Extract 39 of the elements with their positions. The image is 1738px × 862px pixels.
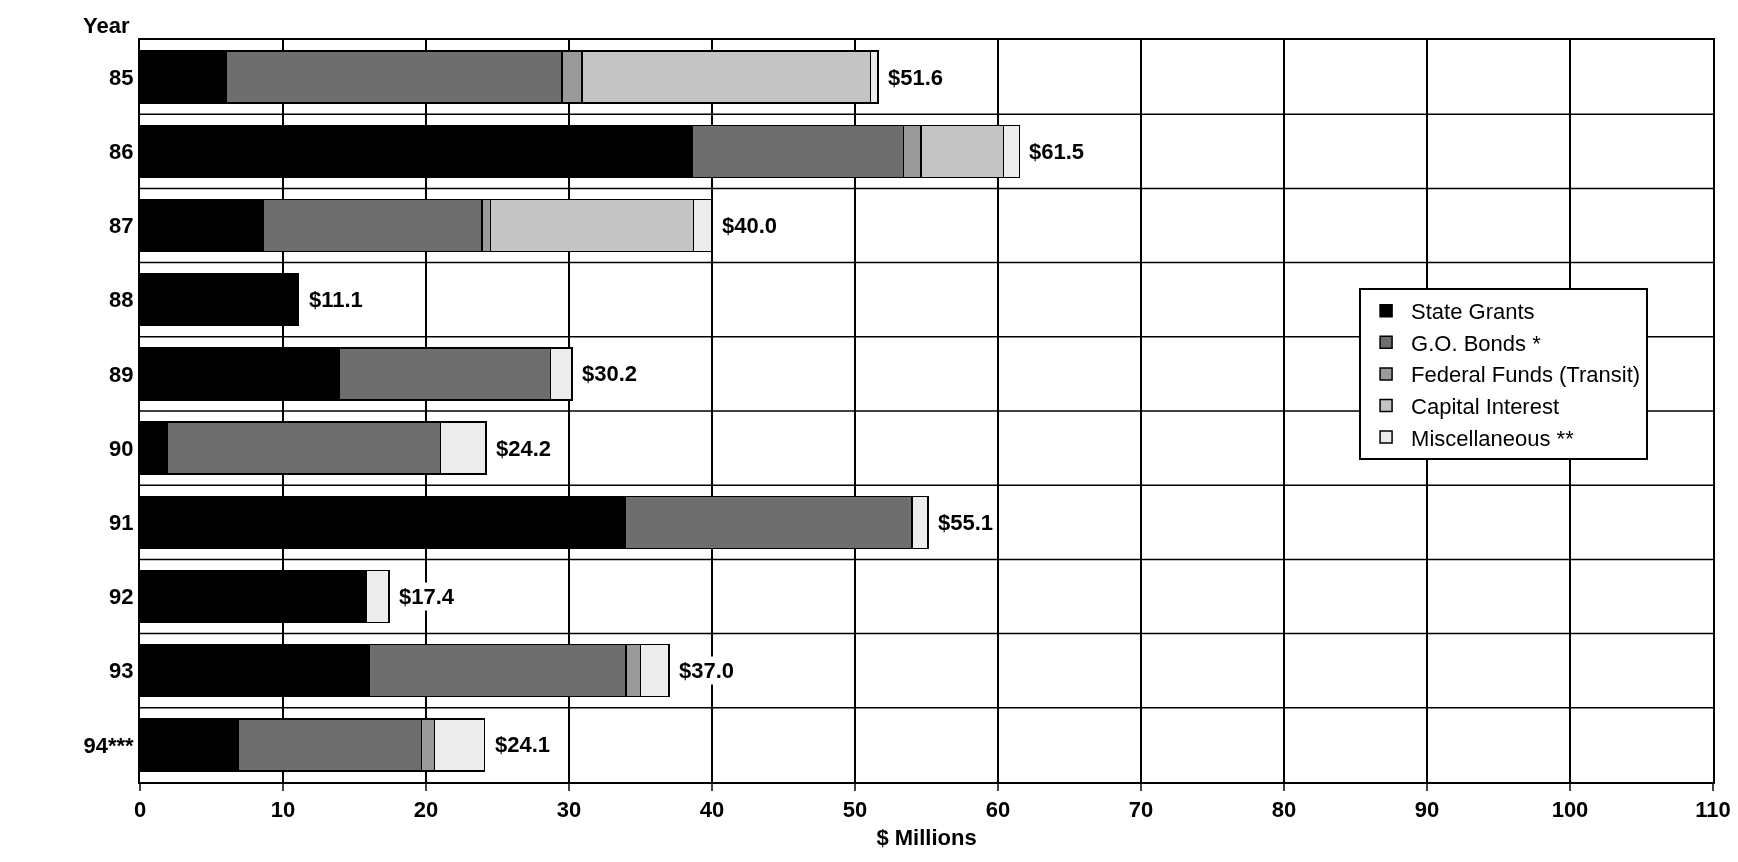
- legend-label: Capital Interest: [1411, 394, 1560, 420]
- y-tick-label: 90: [109, 435, 134, 461]
- legend-label: G.O. Bonds *: [1411, 330, 1542, 356]
- x-tick-label: 110: [1695, 797, 1731, 823]
- y-tick-label: 85: [109, 64, 134, 90]
- x-tick-label: 50: [842, 797, 868, 823]
- x-tick-label: 60: [985, 797, 1011, 823]
- total-label: $24.2: [496, 436, 552, 461]
- total-label: $55.1: [938, 510, 994, 535]
- y-tick-label: 88: [109, 287, 134, 313]
- y-tick-label: 91: [109, 510, 134, 535]
- x-tick-label: 0: [133, 797, 147, 823]
- total-label: $24.1: [495, 732, 551, 757]
- y-axis-title: Year: [83, 13, 130, 38]
- x-tick-label: 40: [699, 797, 725, 823]
- total-label: $61.5: [1029, 139, 1085, 164]
- x-tick-label: 100: [1551, 797, 1589, 823]
- legend-label: State Grants: [1411, 299, 1535, 325]
- legend-label: Federal Funds (Transit): [1411, 362, 1641, 388]
- total-label: $40.0: [722, 213, 778, 238]
- legend-label: Miscellaneous **: [1411, 425, 1575, 451]
- y-tick-label: 89: [109, 361, 134, 387]
- total-label: $37.0: [679, 658, 735, 683]
- total-label: $17.4: [399, 584, 455, 609]
- x-tick-label: 80: [1271, 797, 1297, 823]
- y-tick-label: 94***: [83, 732, 135, 758]
- x-tick-label: 20: [413, 797, 439, 823]
- x-tick-label: 30: [556, 797, 582, 823]
- y-tick-label: 86: [109, 139, 134, 164]
- x-tick-label: 70: [1128, 797, 1154, 823]
- y-tick-label: 92: [109, 584, 134, 610]
- x-tick-label: 90: [1414, 797, 1440, 823]
- y-tick-label: 87: [109, 213, 134, 239]
- total-label: $51.6: [888, 65, 944, 90]
- total-label: $30.2: [582, 361, 638, 386]
- total-label: $11.1: [309, 287, 363, 312]
- x-axis-title: $ Millions: [876, 824, 977, 850]
- x-tick-label: 10: [270, 797, 296, 823]
- y-tick-label: 93: [109, 658, 134, 684]
